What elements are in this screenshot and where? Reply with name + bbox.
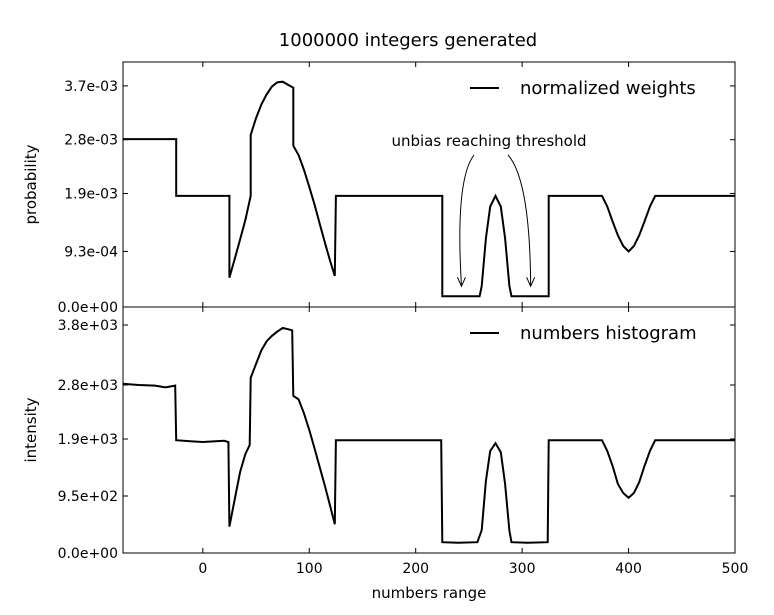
top-panel-probability: 0.0e+00 9.3e-04 1.9e-03 2.8e-03 3.7e-03 proba… bbox=[22, 61, 736, 316]
legend-entry: numbers histogram bbox=[520, 323, 697, 344]
series-line-1-panel-1 bbox=[123, 80, 735, 298]
y-tick-label: 1.9e-03 bbox=[64, 186, 118, 202]
y-tick-label: 3.7e-03 bbox=[64, 79, 118, 95]
annotation-arrowhead bbox=[526, 277, 536, 288]
y-tick-label: 3.8e+03 bbox=[58, 318, 118, 334]
figure-title: 1000000 integers generated bbox=[279, 30, 537, 51]
annotation-arrow bbox=[459, 154, 475, 286]
y-tick-label: 9.5e+02 bbox=[58, 489, 118, 505]
bottom-panel-intensity: 0.0e+00 9.5e+02 1.9e+03 2.8e+03 3.8e+03 0 100 2… bbox=[22, 306, 749, 602]
x-tick-label: 500 bbox=[722, 561, 749, 577]
annotation-arrowhead bbox=[457, 277, 466, 288]
x-tick-label: 400 bbox=[615, 561, 642, 577]
x-tick-label: 100 bbox=[296, 561, 323, 577]
y-axis-label: probability bbox=[22, 144, 40, 224]
y-axis-label: intensity bbox=[22, 397, 40, 462]
y-tick-label: 0.0e+00 bbox=[58, 300, 118, 316]
x-axis-label: numbers range bbox=[372, 584, 487, 602]
series-line-1-panel-2 bbox=[122, 326, 735, 544]
y-tick-label: 2.8e-03 bbox=[64, 133, 118, 149]
x-tick-label: 0 bbox=[198, 561, 207, 577]
y-tick-label: 1.9e+03 bbox=[58, 432, 118, 448]
annotation-text: unbias reaching threshold bbox=[391, 132, 586, 150]
x-tick-label: 200 bbox=[402, 561, 429, 577]
y-tick-label: 0.0e+00 bbox=[58, 546, 118, 562]
x-tick-label: 300 bbox=[509, 561, 536, 577]
y-tick-label: 9.3e-04 bbox=[64, 244, 118, 260]
legend-entry: normalized weights bbox=[520, 78, 696, 99]
axes-frame-panel-2 bbox=[122, 306, 736, 554]
annotation-arrow bbox=[507, 154, 532, 286]
y-tick-label: 2.8e+03 bbox=[58, 378, 118, 394]
